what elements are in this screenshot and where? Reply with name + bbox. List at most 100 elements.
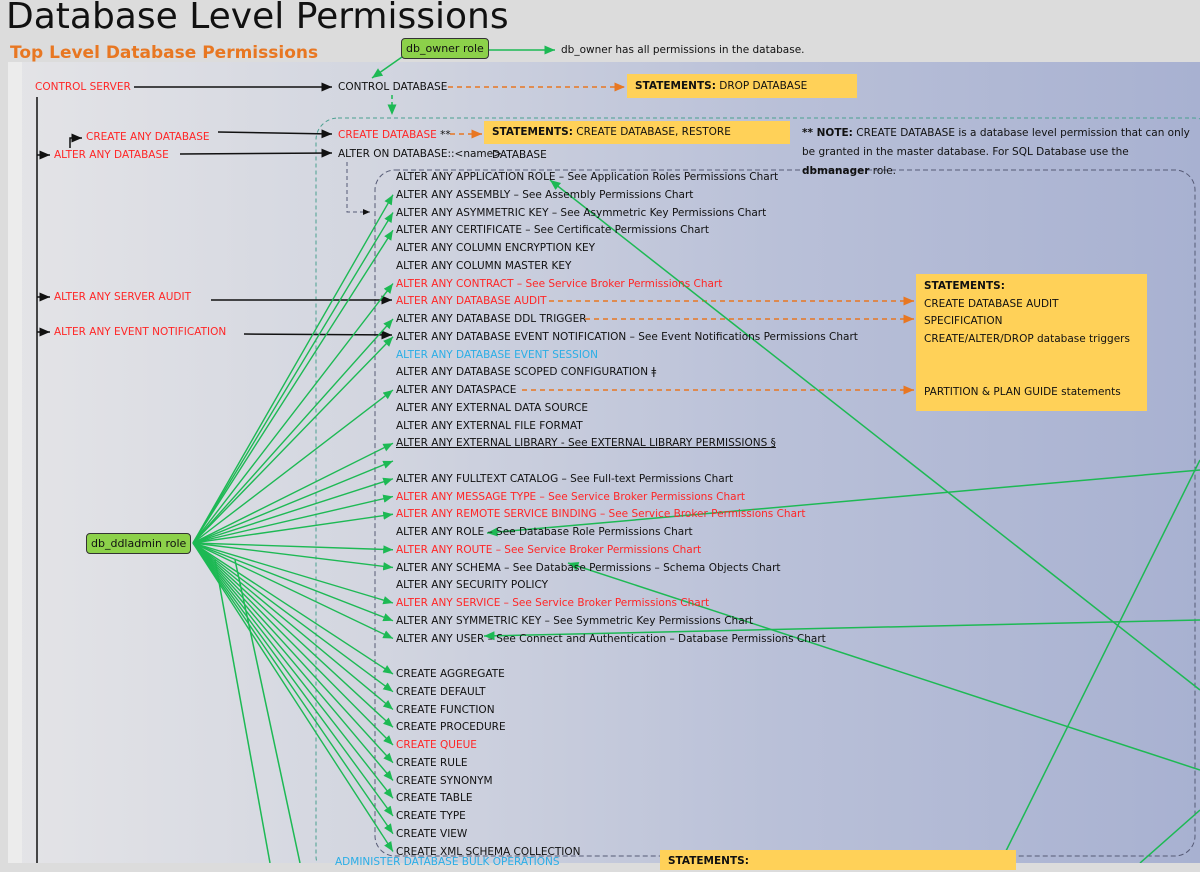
section-title: Top Level Database Permissions [10, 43, 319, 63]
permission-item[interactable]: ALTER ANY DATABASE SCOPED CONFIGURATION … [396, 366, 657, 379]
statements-label: STATEMENTS: [635, 80, 716, 92]
permission-item[interactable]: CREATE FUNCTION [396, 703, 495, 716]
perm-control-server[interactable]: CONTROL SERVER [35, 81, 131, 93]
ddladmin-grant-arrow [192, 212, 394, 544]
permission-item[interactable]: CREATE TYPE [396, 810, 466, 822]
permission-item[interactable]: CREATE TABLE [396, 792, 473, 805]
note-text-end: role. [872, 165, 897, 177]
perm-control-database[interactable]: CONTROL DATABASE [338, 81, 448, 93]
ddladmin-grant-arrow [192, 318, 394, 544]
ddladmin-grant-arrow [192, 542, 394, 764]
db-ddladmin-role[interactable]: db_ddladmin role [86, 533, 192, 554]
permission-item[interactable]: ALTER ANY EXTERNAL FILE FORMAT [396, 419, 583, 432]
statements-audit-box: STATEMENTS: CREATE DATABASE AUDIT SPECIF… [916, 274, 1147, 411]
permission-item[interactable]: CREATE SYNONYM [396, 774, 493, 787]
create-database-label: CREATE DATABASE [338, 129, 437, 141]
permission-item[interactable]: ALTER ANY EXTERNAL LIBRARY - See EXTERNA… [396, 437, 776, 450]
permission-item[interactable]: ALTER ANY MESSAGE TYPE – See Service Bro… [396, 490, 745, 503]
ddladmin-grant-arrow [192, 542, 394, 554]
permission-item[interactable]: CREATE QUEUE [396, 739, 477, 751]
statements-label: STATEMENTS: [668, 855, 749, 867]
statements-label: STATEMENTS: [924, 280, 1005, 292]
ddladmin-grant-arrow [192, 542, 394, 711]
permission-item[interactable]: ALTER ANY COLUMN ENCRYPTION KEY [396, 242, 596, 254]
ddladmin-grant-arrow [192, 542, 394, 817]
note-text: CREATE DATABASE is a database level perm… [802, 127, 1190, 158]
permission-item[interactable]: CREATE XML SCHEMA COLLECTION [396, 845, 581, 858]
ddladmin-grant-arrow [192, 283, 394, 544]
statement-line: CREATE DATABASE AUDIT SPECIFICATION [924, 297, 1059, 328]
create-database-note: ** NOTE: CREATE DATABASE is a database l… [802, 124, 1197, 181]
note-marker: ** [440, 129, 451, 141]
perm-alter-any-event-notification[interactable]: ALTER ANY EVENT NOTIFICATION [54, 326, 227, 338]
ddladmin-grant-arrow [192, 460, 394, 544]
permission-item[interactable]: ALTER ANY CERTIFICATE – See Certificate … [396, 224, 709, 237]
ddladmin-grant-arrow [192, 336, 394, 544]
permission-item[interactable]: ALTER ANY ROLE – See Database Role Permi… [396, 526, 693, 538]
perm-create-database[interactable]: CREATE DATABASE ** [338, 128, 451, 142]
ddladmin-grant-arrow [192, 542, 394, 835]
permission-item[interactable]: ALTER ANY CONTRACT – See Service Broker … [396, 277, 723, 290]
permission-item[interactable]: ALTER ANY APPLICATION ROLE – See Applica… [396, 171, 779, 183]
perm-administer-bulk-operations[interactable]: ADMINISTER DATABASE BULK OPERATIONS [335, 856, 560, 868]
ddladmin-grant-arrow [192, 442, 394, 544]
diagram-panel [8, 62, 1200, 863]
permission-item[interactable]: ALTER ANY EXTERNAL DATA SOURCE [396, 401, 589, 414]
permission-item[interactable]: ALTER ANY USER – See Connect and Authent… [396, 632, 826, 645]
ddladmin-grant-arrow [192, 542, 394, 781]
permission-item[interactable]: ALTER ANY DATABASE DDL TRIGGER [396, 313, 587, 325]
permission-item[interactable]: ALTER ANY ROUTE – See Service Broker Per… [396, 543, 702, 556]
statements-bottom-box: STATEMENTS: [660, 850, 1016, 870]
permission-item[interactable]: ALTER ANY REMOTE SERVICE BINDING – See S… [396, 508, 806, 521]
ddladmin-grant-arrow [192, 542, 394, 728]
statements-create: CREATE DATABASE, RESTORE DATABASE [492, 126, 731, 161]
permission-item[interactable]: ALTER ANY COLUMN MASTER KEY [396, 259, 572, 272]
permission-item[interactable]: ALTER ANY SERVICE – See Service Broker P… [396, 597, 710, 609]
ddladmin-grant-arrow [192, 389, 394, 544]
permission-item[interactable]: CREATE VIEW [396, 827, 468, 840]
statements-label: STATEMENTS: [492, 126, 573, 138]
ddladmin-grant-arrow [192, 194, 394, 544]
permission-item[interactable]: ALTER ANY DATABASE EVENT SESSION [396, 348, 599, 361]
database-scope-boundary [315, 117, 1200, 863]
statement-line: PARTITION & PLAN GUIDE statements [924, 386, 1121, 399]
permission-item[interactable]: ALTER ANY SYMMETRIC KEY – See Symmetric … [396, 614, 754, 627]
note-bold: dbmanager [802, 165, 870, 177]
perm-alter-any-server-audit[interactable]: ALTER ANY SERVER AUDIT [54, 291, 191, 303]
permission-item[interactable]: ALTER ANY FULLTEXT CATALOG – See Full-te… [396, 472, 734, 485]
ddladmin-grant-arrow [192, 542, 394, 799]
ddladmin-grant-arrow [192, 542, 394, 746]
permission-item[interactable]: ALTER ANY SECURITY POLICY [396, 579, 549, 592]
ddladmin-grant-arrow [192, 542, 394, 852]
db-owner-note: db_owner has all permissions in the data… [561, 44, 805, 56]
ddladmin-grant-arrow [192, 477, 394, 544]
perm-create-any-database[interactable]: CREATE ANY DATABASE [86, 131, 210, 143]
ddladmin-grant-arrow [192, 542, 394, 640]
statements-create-box: STATEMENTS: CREATE DATABASE, RESTORE DAT… [484, 121, 790, 161]
permission-item[interactable]: ALTER ANY DATABASE AUDIT [396, 295, 547, 308]
permission-item[interactable]: CREATE AGGREGATE [396, 668, 505, 680]
perm-alter-on-database[interactable]: ALTER ON DATABASE::<name> [338, 148, 502, 160]
db-owner-role[interactable]: db_owner role [401, 38, 489, 59]
permission-item[interactable]: ALTER ANY DATABASE EVENT NOTIFICATION – … [396, 330, 858, 343]
permission-item[interactable]: ALTER ANY SCHEMA – See Database Permissi… [396, 561, 781, 574]
ddladmin-grant-arrow [192, 542, 394, 622]
ddladmin-grant-arrow [192, 229, 394, 544]
statements-drop: DROP DATABASE [719, 80, 808, 92]
ddladmin-grant-arrow [192, 511, 394, 544]
page-title: Database Level Permissions [6, 0, 509, 37]
ddladmin-grant-arrow [192, 542, 394, 571]
statement-line: CREATE/ALTER/DROP database triggers [924, 333, 1130, 346]
ddladmin-grant-arrow [192, 494, 394, 544]
permission-item[interactable]: CREATE PROCEDURE [396, 721, 506, 734]
statements-drop-box: STATEMENTS: DROP DATABASE [627, 74, 857, 98]
permission-item[interactable]: CREATE DEFAULT [396, 685, 486, 698]
permission-item[interactable]: ALTER ANY ASSEMBLY – See Assembly Permis… [396, 188, 694, 201]
permission-item[interactable]: ALTER ANY DATASPACE [396, 384, 517, 396]
perm-alter-any-database[interactable]: ALTER ANY DATABASE [54, 149, 169, 161]
ddladmin-grant-arrow [192, 542, 394, 693]
permission-item[interactable]: ALTER ANY ASYMMETRIC KEY – See Asymmetri… [396, 206, 767, 219]
permission-item[interactable]: CREATE RULE [396, 756, 468, 769]
ddladmin-grant-arrow [192, 542, 394, 675]
